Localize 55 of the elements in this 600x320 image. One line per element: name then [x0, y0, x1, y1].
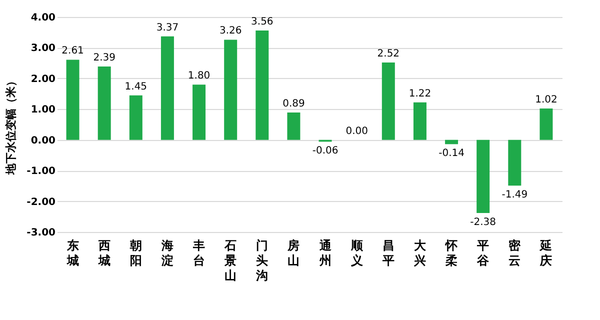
data-label: 1.02 — [535, 94, 558, 106]
data-label: 1.22 — [408, 88, 432, 100]
x-tick-label: 石景山 — [224, 238, 237, 282]
bar — [508, 140, 522, 186]
y-axis-title: 地下水位变幅（米） — [4, 76, 18, 176]
bar — [445, 140, 458, 144]
data-label: 1.45 — [124, 81, 148, 92]
x-tick-label: 门头沟 — [255, 238, 268, 282]
bar — [160, 36, 174, 140]
y-tick-label: 0.00 — [30, 135, 56, 146]
bar — [192, 84, 206, 140]
y-tick-label: -3.00 — [26, 228, 56, 238]
x-tick-label: 昌平 — [381, 238, 394, 268]
bar — [66, 60, 80, 140]
bar — [382, 62, 395, 140]
bar — [413, 102, 426, 140]
data-label: 3.37 — [156, 22, 179, 34]
x-tick-label: 房山 — [286, 238, 300, 268]
data-label: 0.00 — [346, 126, 368, 137]
bar — [256, 30, 269, 140]
bar — [98, 66, 111, 140]
x-tick-label: 西城 — [97, 238, 110, 268]
y-tick-label: -2.00 — [26, 196, 56, 208]
bar — [224, 40, 238, 140]
x-tick-label: 延庆 — [539, 238, 552, 268]
data-label: -0.06 — [312, 146, 338, 157]
x-tick-label: 丰台 — [192, 238, 206, 268]
x-tick-label: 顺义 — [350, 238, 364, 268]
x-tick-label: 朝阳 — [128, 238, 142, 268]
bar — [476, 140, 490, 213]
data-label: 3.26 — [219, 26, 242, 37]
data-label: 2.39 — [93, 52, 116, 64]
y-tick-label: 1.00 — [30, 104, 56, 116]
x-tick-label: 密云 — [508, 238, 522, 268]
x-tick-label: 海淀 — [160, 238, 174, 268]
data-label: -1.49 — [502, 190, 528, 201]
x-tick-label: 怀柔 — [444, 238, 459, 268]
x-tick-label: 东城 — [66, 238, 79, 268]
bar — [540, 108, 553, 140]
data-label: 3.56 — [251, 16, 274, 28]
y-tick-label: 3.00 — [30, 43, 56, 54]
x-tick-label: 大兴 — [412, 238, 427, 268]
y-tick-label: 4.00 — [30, 12, 56, 24]
data-label: 2.61 — [62, 46, 84, 57]
data-label: 0.89 — [282, 98, 305, 110]
bar — [287, 112, 300, 140]
bar — [129, 95, 142, 140]
x-tick-label: 平谷 — [476, 238, 490, 268]
data-label: -2.38 — [470, 216, 496, 228]
x-tick-label: 通州 — [318, 238, 332, 268]
data-label: 1.80 — [188, 70, 210, 82]
y-tick-label: 2.00 — [30, 74, 56, 85]
y-tick-label: -1.00 — [26, 166, 56, 178]
data-label: 2.52 — [377, 48, 400, 60]
data-label: -0.14 — [438, 148, 464, 160]
